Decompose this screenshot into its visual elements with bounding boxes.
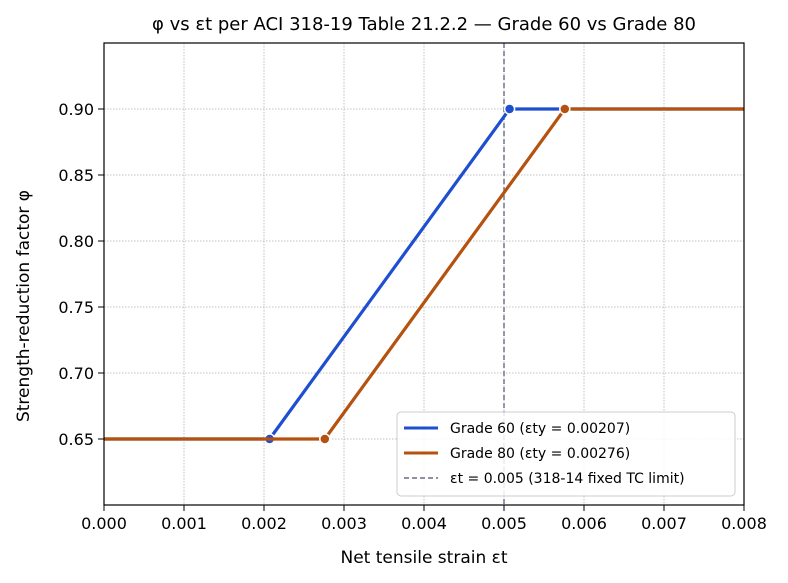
x-tick-label: 0.000 — [81, 514, 127, 533]
x-tick-label: 0.002 — [241, 514, 287, 533]
y-axis: 0.65 0.70 0.75 0.80 0.85 0.90 — [58, 100, 104, 449]
x-tick-label: 0.003 — [321, 514, 367, 533]
x-tick-label: 0.005 — [481, 514, 527, 533]
series-1-marker — [503, 103, 516, 115]
y-tick-label: 0.70 — [58, 364, 94, 383]
chart-title: φ vs εt per ACI 318-19 Table 21.2.2 — Gr… — [152, 14, 696, 35]
legend-box — [396, 411, 736, 497]
series-2-marker — [319, 433, 331, 445]
x-tick-label: 0.004 — [401, 514, 447, 533]
y-tick-label: 0.90 — [58, 100, 94, 119]
x-axis: 0.000 0.001 0.002 0.003 0.004 0.005 0.006 0.007… — [81, 505, 767, 533]
x-tick-label: 0.006 — [561, 514, 607, 533]
legend: Grade 60 (εty = 0.00207) Grade 80 (εty = … — [396, 411, 736, 497]
x-tick-label: 0.008 — [721, 514, 767, 533]
y-tick-label: 0.85 — [58, 166, 94, 185]
series-2-marker — [559, 103, 571, 115]
y-tick-label: 0.65 — [58, 430, 94, 449]
y-tick-label: 0.80 — [58, 232, 94, 251]
y-tick-label: 0.75 — [58, 298, 94, 317]
legend-label: Grade 60 (εty = 0.00207) — [450, 421, 630, 437]
legend-label: Grade 80 (εty = 0.00276) — [450, 446, 630, 462]
legend-label: εt = 0.005 (318-14 fixed TC limit) — [450, 471, 685, 487]
series-line-2 — [104, 107, 744, 441]
x-tick-label: 0.007 — [641, 514, 687, 533]
x-axis-label: Net tensile strain εt — [341, 548, 508, 568]
x-tick-label: 0.001 — [161, 514, 207, 533]
y-axis-label: Strength-reduction factor φ — [14, 190, 34, 422]
series-group — [104, 103, 744, 445]
